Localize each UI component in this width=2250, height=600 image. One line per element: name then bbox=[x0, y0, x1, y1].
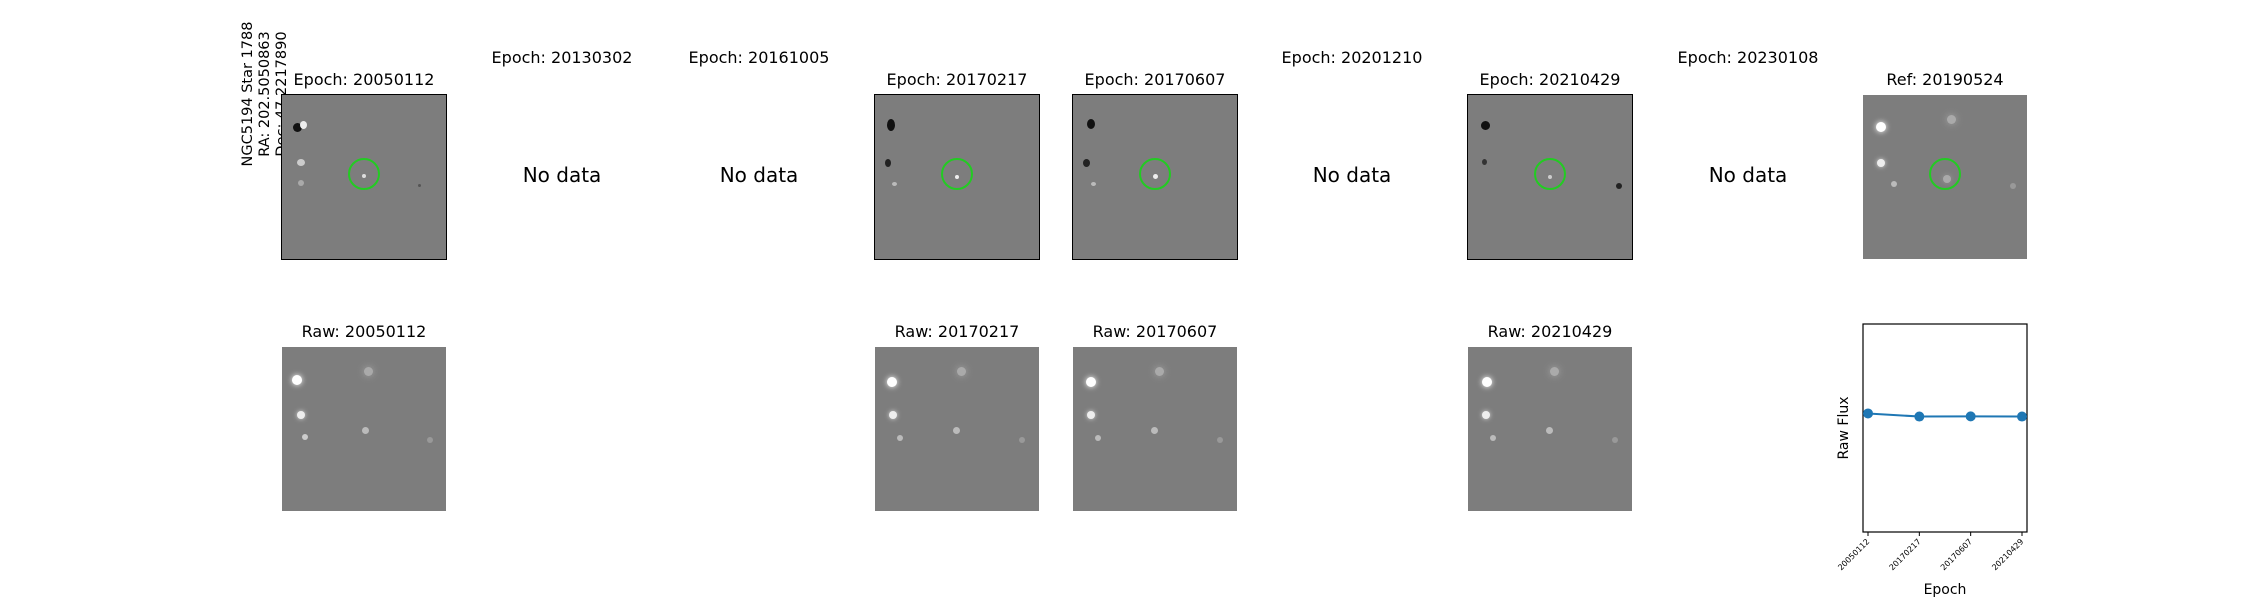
y-axis-label: Raw Flux bbox=[1836, 397, 1852, 460]
nodata-20230108: No data bbox=[1708, 163, 1788, 187]
target-circle bbox=[1139, 158, 1171, 190]
raw-image-20210429 bbox=[1468, 347, 1632, 511]
series-line bbox=[1867, 412, 2023, 418]
diff-image-20170217 bbox=[874, 94, 1040, 260]
ref-title: Ref: 20190524 bbox=[1886, 70, 2004, 89]
epoch-title-3: Epoch: 20170217 bbox=[886, 70, 1028, 89]
epoch-title-4: Epoch: 20170607 bbox=[1084, 70, 1226, 89]
target-circle bbox=[941, 158, 973, 190]
target-circle bbox=[1929, 158, 1961, 190]
nodata-20130302: No data bbox=[522, 163, 602, 187]
epoch-title-2: Epoch: 20161005 bbox=[688, 48, 830, 67]
x-tick-label-20050112: 20050112 bbox=[1836, 537, 1871, 572]
raw-title-3: Raw: 20170217 bbox=[894, 322, 1020, 341]
x-tick-label-20210429: 20210429 bbox=[1990, 537, 2025, 572]
raw-image-20050112 bbox=[282, 347, 446, 511]
x-tick-label-20170217: 20170217 bbox=[1888, 537, 1923, 572]
x-tick-label-20170607: 20170607 bbox=[1939, 537, 1974, 572]
raw-title-6: Raw: 20210429 bbox=[1487, 322, 1613, 341]
target-circle bbox=[1534, 158, 1566, 190]
epoch-title-5: Epoch: 20201210 bbox=[1281, 48, 1423, 67]
raw-image-20170217 bbox=[875, 347, 1039, 511]
plot-frame bbox=[1862, 323, 2028, 533]
epoch-title-6: Epoch: 20210429 bbox=[1479, 70, 1621, 89]
data-point-20170607 bbox=[1965, 411, 1976, 422]
diff-image-20170607 bbox=[1072, 94, 1238, 260]
target-circle bbox=[348, 158, 380, 190]
nodata-20161005: No data bbox=[719, 163, 799, 187]
epoch-title-0: Epoch: 20050112 bbox=[293, 70, 435, 89]
raw-title-0: Raw: 20050112 bbox=[301, 322, 427, 341]
data-point-20170217 bbox=[1914, 411, 1925, 422]
raw-title-4: Raw: 20170607 bbox=[1092, 322, 1218, 341]
data-point-20050112 bbox=[1863, 408, 1873, 419]
diff-image-20050112 bbox=[281, 94, 447, 260]
epoch-title-7: Epoch: 20230108 bbox=[1677, 48, 1819, 67]
diff-image-20210429 bbox=[1467, 94, 1633, 260]
raw-image-20170607 bbox=[1073, 347, 1237, 511]
data-point-20210429 bbox=[2017, 411, 2027, 422]
epoch-title-1: Epoch: 20130302 bbox=[491, 48, 633, 67]
nodata-20201210: No data bbox=[1312, 163, 1392, 187]
ref-image-20190524 bbox=[1863, 95, 2027, 259]
x-axis-label: Epoch bbox=[1924, 582, 1967, 598]
